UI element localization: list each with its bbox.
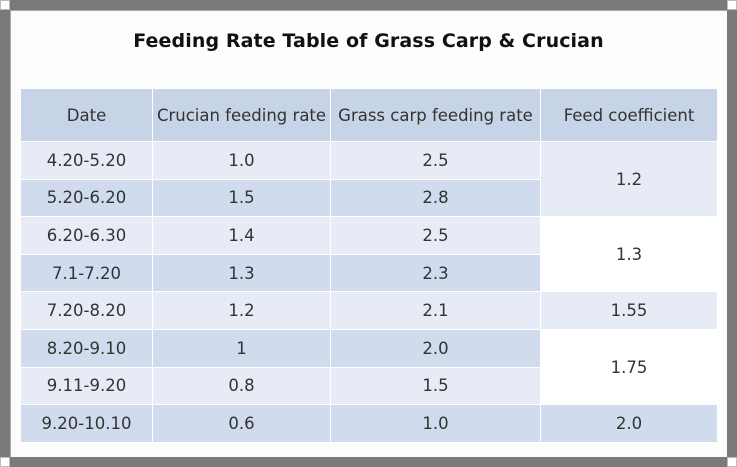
corner-mark-top-right xyxy=(727,0,737,10)
crucian-rate-cell: 0.8 xyxy=(152,366,331,406)
table-row: 7.1-7.20 1.3 2.3 xyxy=(20,253,718,293)
grass-carp-rate-cell: 2.0 xyxy=(330,328,541,368)
date-cell: 9.20-10.10 xyxy=(20,404,153,443)
crucian-rate-cell: 1.0 xyxy=(152,141,331,180)
crucian-rate-cell: 1.4 xyxy=(152,216,331,255)
column-header-feed-coefficient: Feed coefficient xyxy=(540,88,718,142)
date-cell: 8.20-9.10 xyxy=(20,328,153,368)
crucian-rate-cell: 1 xyxy=(152,328,331,368)
grass-carp-rate-cell: 1.5 xyxy=(330,366,541,406)
table-row: 6.20-6.30 1.4 2.5 1.3 xyxy=(20,216,718,293)
crucian-rate-cell: 1.2 xyxy=(152,291,331,330)
column-header-grass-carp-feeding-rate: Grass carp feeding rate xyxy=(330,88,541,142)
column-header-date: Date xyxy=(20,88,153,142)
date-cell: 7.20-8.20 xyxy=(20,291,153,330)
grass-carp-rate-cell: 2.1 xyxy=(330,291,541,330)
crucian-rate-cell: 1.5 xyxy=(152,178,331,218)
feed-coefficient-cell: 1.2 xyxy=(540,140,718,218)
grass-carp-rate-cell: 2.5 xyxy=(330,141,541,180)
date-cell: 7.1-7.20 xyxy=(20,253,153,293)
feed-coefficient-cell: 1.75 xyxy=(540,328,718,406)
table-row: 9.11-9.20 0.8 1.5 xyxy=(20,366,718,406)
corner-mark-bottom-right xyxy=(727,457,737,467)
grass-carp-rate-cell: 2.3 xyxy=(330,253,541,293)
page-title: Feeding Rate Table of Grass Carp & Cruci… xyxy=(133,30,604,52)
table-header-row: Date Crucian feeding rate Grass carp fee… xyxy=(20,88,718,142)
date-cell: 9.11-9.20 xyxy=(20,366,153,406)
feed-coefficient-cell: 1.55 xyxy=(540,291,718,330)
table-row: 4.20-5.20 1.0 2.5 1.2 xyxy=(20,140,718,218)
feeding-rate-table: Date Crucian feeding rate Grass carp fee… xyxy=(20,88,718,443)
corner-mark-bottom-left xyxy=(0,457,10,467)
corner-mark-top-left xyxy=(0,0,10,10)
grass-carp-rate-cell: 2.8 xyxy=(330,178,541,218)
crucian-rate-cell: 0.6 xyxy=(152,404,331,443)
date-cell: 6.20-6.30 xyxy=(20,216,153,255)
grass-carp-rate-cell: 1.0 xyxy=(330,404,541,443)
date-cell: 5.20-6.20 xyxy=(20,178,153,218)
column-header-crucian-feeding-rate: Crucian feeding rate xyxy=(152,88,331,142)
table-row: 5.20-6.20 1.5 2.8 xyxy=(20,178,718,218)
table-row: 8.20-9.10 1 2.0 1.75 xyxy=(20,328,718,406)
table-row: 9.20-10.10 0.6 1.0 2.0 xyxy=(20,404,718,443)
table-row: 7.20-8.20 1.2 2.1 1.55 xyxy=(20,291,718,330)
crucian-rate-cell: 1.3 xyxy=(152,253,331,293)
feed-coefficient-cell: 2.0 xyxy=(540,404,718,443)
grass-carp-rate-cell: 2.5 xyxy=(330,216,541,255)
feed-coefficient-cell: 1.3 xyxy=(540,216,718,293)
date-cell: 4.20-5.20 xyxy=(20,141,153,180)
